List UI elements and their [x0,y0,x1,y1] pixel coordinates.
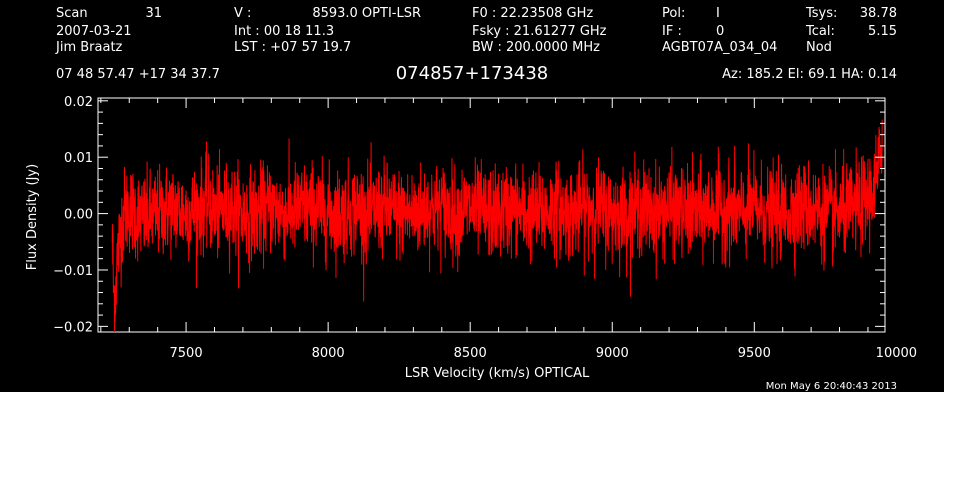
tsys-value: 38.78 [860,6,897,21]
lst: LST : +07 57 19.7 [234,40,351,55]
bandwidth: BW : 200.0000 MHz [472,40,600,55]
plot-frame [97,97,886,333]
tcal-value: 5.15 [868,24,897,39]
y-tick-label: 0.01 [64,151,93,166]
polarization-value: I [716,6,720,21]
polarization-label: Pol: [662,6,685,21]
x-tick-label: 10000 [876,346,917,361]
x-tick-label: 9000 [596,346,629,361]
scan-number: 31 [145,6,162,21]
x-tick-label: 9500 [738,346,771,361]
velocity-value: 8593.0 OPTI-LSR [312,6,421,21]
y-tick-label: −0.02 [53,320,93,335]
procedure-name: Nod [806,40,832,55]
spectrum-series [111,119,883,333]
scan-label: Scan [56,6,88,21]
observation-date: 2007-03-21 [56,24,132,39]
source-coordinates: 07 48 57.47 +17 34 37.7 [56,67,220,82]
y-axis-title: Flux Density (Jy) [25,164,40,270]
az-el-ha: Az: 185.2 El: 69.1 HA: 0.14 [722,67,897,82]
x-axis-ticks: 7500 8000 8500 9000 9500 10000 [100,98,917,361]
velocity-label: V : [234,6,251,21]
tcal-label: Tcal: [805,24,835,39]
sky-frequency: Fsky : 21.61277 GHz [472,24,607,39]
if-value: 0 [716,24,724,39]
tsys-label: Tsys: [805,6,837,21]
project-id: AGBT07A_034_04 [662,40,777,55]
y-tick-label: 0.02 [64,95,93,110]
plot-timestamp: Mon May 6 20:40:43 2013 [766,381,897,392]
x-axis-title: LSR Velocity (km/s) OPTICAL [405,366,590,381]
x-tick-label: 7500 [170,346,203,361]
rest-frequency: F0 : 22.23508 GHz [472,6,593,21]
observer-name: Jim Braatz [55,40,123,55]
y-tick-label: 0.00 [64,208,93,223]
x-tick-label: 8500 [454,346,487,361]
y-axis-ticks: −0.02 −0.01 0.00 0.01 0.02 [53,95,885,335]
source-name: 074857+173438 [396,63,549,84]
spectrum-plot-panel: Scan 31 V : 8593.0 OPTI-LSR F0 : 22.2350… [0,0,944,392]
spectrum-line [111,119,883,333]
y-tick-label: −0.01 [53,264,93,279]
spectrum-plot: Scan 31 V : 8593.0 OPTI-LSR F0 : 22.2350… [25,6,917,392]
integration-time: Int : 00 18 11.3 [234,24,334,39]
if-label: IF : [662,24,682,39]
x-tick-label: 8000 [312,346,345,361]
